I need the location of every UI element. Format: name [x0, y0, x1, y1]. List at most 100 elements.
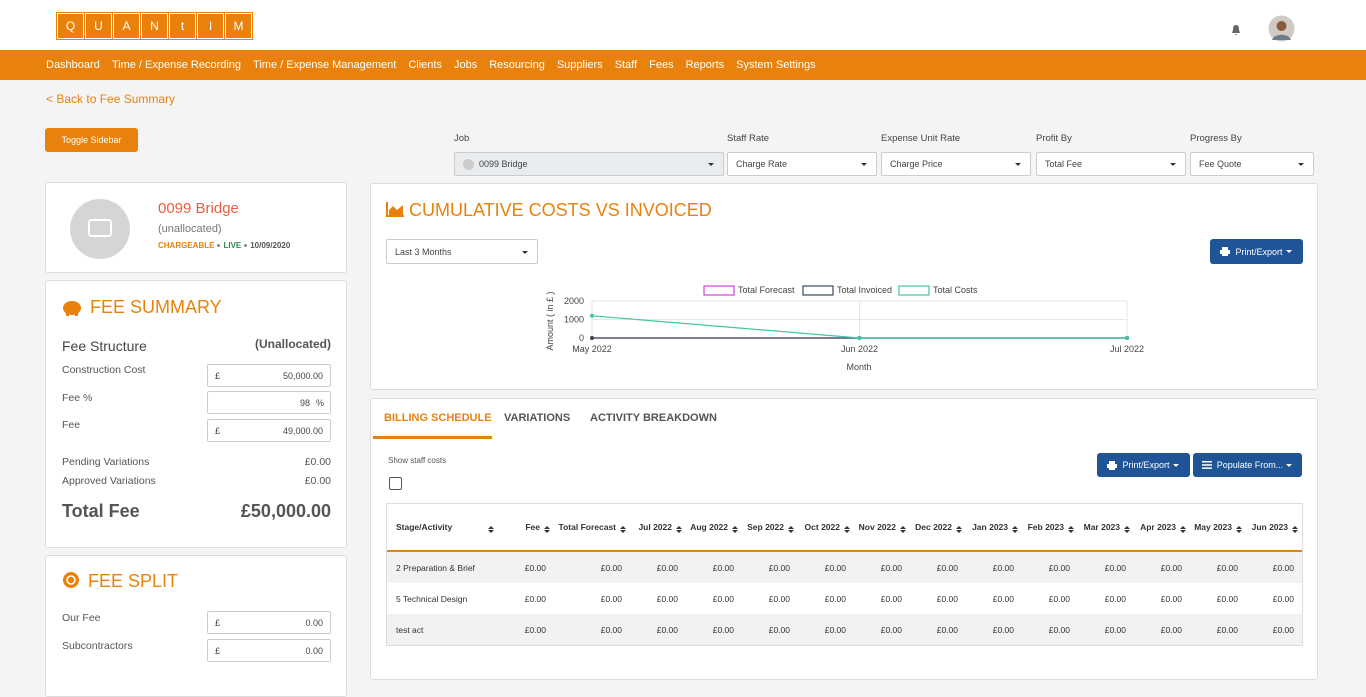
table-cell: £0.00: [1246, 614, 1302, 645]
table-cell: £0.00: [880, 593, 902, 604]
filter-label: Job: [454, 133, 470, 144]
field-input[interactable]: £49,000.00: [207, 419, 331, 442]
nav-item[interactable]: System Settings: [736, 59, 816, 71]
button-text: Toggle Sidebar: [61, 135, 122, 145]
populate-from-button[interactable]: Populate From...: [1193, 453, 1302, 477]
currency-prefix: £: [215, 371, 221, 381]
show-staff-costs-checkbox[interactable]: [389, 477, 402, 490]
column-header[interactable]: Jun 2023: [1246, 504, 1302, 552]
range-select[interactable]: Last 3 Months: [386, 239, 538, 264]
column-header[interactable]: May 2023: [1190, 504, 1246, 552]
nav-item[interactable]: Jobs: [453, 59, 478, 71]
logo-letter: A: [112, 12, 141, 40]
toggle-sidebar-button[interactable]: Toggle Sidebar: [45, 128, 138, 152]
table-cell: £0.00: [910, 551, 966, 583]
select-value: Charge Rate: [736, 159, 788, 169]
tab[interactable]: ACTIVITY BREAKDOWN: [590, 412, 717, 424]
print-export-button[interactable]: Print/Export: [1097, 453, 1190, 477]
currency-prefix: £: [215, 618, 221, 628]
nav-item[interactable]: Reports: [685, 59, 725, 71]
table-cell: £0.00: [1022, 551, 1078, 583]
header-row: Stage/Activity Fee Total Forecast Jul 2022 A…: [387, 504, 1302, 552]
legend-label: Total Forecast: [738, 285, 795, 295]
table-cell: £0.00: [992, 593, 1014, 604]
tab-underline: [373, 436, 492, 439]
table-row: 5 Technical Design £0.00 £0.00 £0.00 £0.00 £0…: [387, 583, 1302, 614]
table-row: 2 Preparation & Brief £0.00 £0.00 £0.00 £0.0…: [387, 551, 1302, 583]
button-text: Populate From...: [1216, 460, 1284, 470]
bell-icon[interactable]: [1230, 24, 1242, 36]
column-header[interactable]: Feb 2023: [1022, 504, 1078, 552]
column-header[interactable]: Fee: [498, 504, 554, 552]
select-value: Last 3 Months: [395, 246, 452, 257]
filter-select[interactable]: Fee Quote: [1190, 152, 1314, 176]
column-header[interactable]: Jan 2023: [966, 504, 1022, 552]
field-suffix: %: [315, 398, 324, 408]
column-header[interactable]: Stage/Activity: [387, 504, 498, 552]
field-input[interactable]: £50,000.00: [207, 364, 331, 387]
select-value: Total Fee: [1045, 159, 1083, 169]
column-header[interactable]: Oct 2022: [798, 504, 854, 552]
nav-item[interactable]: Clients: [408, 59, 442, 71]
printer-icon: [1107, 460, 1118, 470]
column-header[interactable]: Dec 2022: [910, 504, 966, 552]
nav-item[interactable]: Suppliers: [556, 59, 603, 71]
filter-select[interactable]: Total Fee: [1036, 152, 1186, 176]
print-export-button[interactable]: Print/Export: [1210, 239, 1303, 264]
tab[interactable]: VARIATIONS: [504, 412, 571, 424]
nav-item[interactable]: Dashboard: [46, 59, 100, 71]
button-text: Print/Export: [1235, 246, 1283, 257]
table-cell: £0.00: [910, 614, 966, 645]
nav-item[interactable]: Time / Expense Management: [253, 59, 397, 71]
job-card: 0099 Bridge (unallocated) CHARGEABLE LIVE…: [45, 182, 347, 273]
filter-select[interactable]: Charge Rate: [727, 152, 877, 176]
table-cell: £0.00: [1160, 593, 1182, 604]
column-header[interactable]: Sep 2022: [742, 504, 798, 552]
field-input[interactable]: £0.00: [207, 611, 331, 634]
filter-label: Profit By: [1036, 133, 1072, 144]
field-value: 0.00: [305, 618, 323, 628]
y-tick-label: 0: [579, 333, 584, 343]
table-cell: £0.00: [554, 614, 630, 645]
column-header[interactable]: Mar 2023: [1078, 504, 1134, 552]
column-header[interactable]: Apr 2023: [1134, 504, 1190, 552]
back-link[interactable]: < Back to Fee Summary: [46, 92, 176, 106]
nav-item[interactable]: Resourcing: [489, 59, 545, 71]
x-tick-label: Jul 2022: [1110, 344, 1144, 354]
field-input[interactable]: 98%: [207, 391, 331, 414]
tab[interactable]: BILLING SCHEDULE: [384, 412, 492, 424]
legend-swatch: [802, 285, 834, 296]
column-header[interactable]: Nov 2022: [854, 504, 910, 552]
table-cell: £0.00: [798, 551, 854, 583]
column-header[interactable]: Total Forecast: [554, 504, 630, 552]
table-cell: £0.00: [524, 593, 546, 604]
nav-item[interactable]: Time / Expense Recording: [111, 59, 242, 71]
nav-item[interactable]: Staff: [614, 59, 638, 71]
field-label: Subcontractors: [62, 640, 133, 652]
caret: [1172, 463, 1179, 467]
field-input[interactable]: £0.00: [207, 639, 331, 662]
column-header[interactable]: Jul 2022: [630, 504, 686, 552]
nav-bar: Dashboard Time / Expense Recording Time / …: [0, 50, 1366, 80]
caret: [1286, 463, 1293, 467]
avatar[interactable]: [1268, 15, 1295, 42]
table-cell: £0.00: [1134, 551, 1190, 583]
table-cell: £0.00: [1078, 551, 1134, 583]
table-cell: £0.00: [798, 614, 854, 645]
column-header[interactable]: Aug 2022: [686, 504, 742, 552]
table-cell: £0.00: [630, 551, 686, 583]
fee-structure-label: Fee Structure: [62, 338, 147, 354]
summary-label: Approved Variations: [62, 475, 156, 487]
filter-select[interactable]: Charge Price: [881, 152, 1031, 176]
nav-item[interactable]: Fees: [649, 59, 674, 71]
logo-letter: t: [168, 12, 197, 40]
job-status: CHARGEABLE LIVE 10/09/2020: [158, 241, 290, 250]
job-name: 0099 Bridge: [158, 200, 239, 217]
filter-select[interactable]: 0099 Bridge: [454, 152, 724, 176]
select-value: Fee Quote: [1199, 159, 1242, 169]
table-cell: £0.00: [498, 614, 554, 645]
card-title: FEE SPLIT: [88, 571, 179, 591]
table-cell: £0.00: [630, 614, 686, 645]
